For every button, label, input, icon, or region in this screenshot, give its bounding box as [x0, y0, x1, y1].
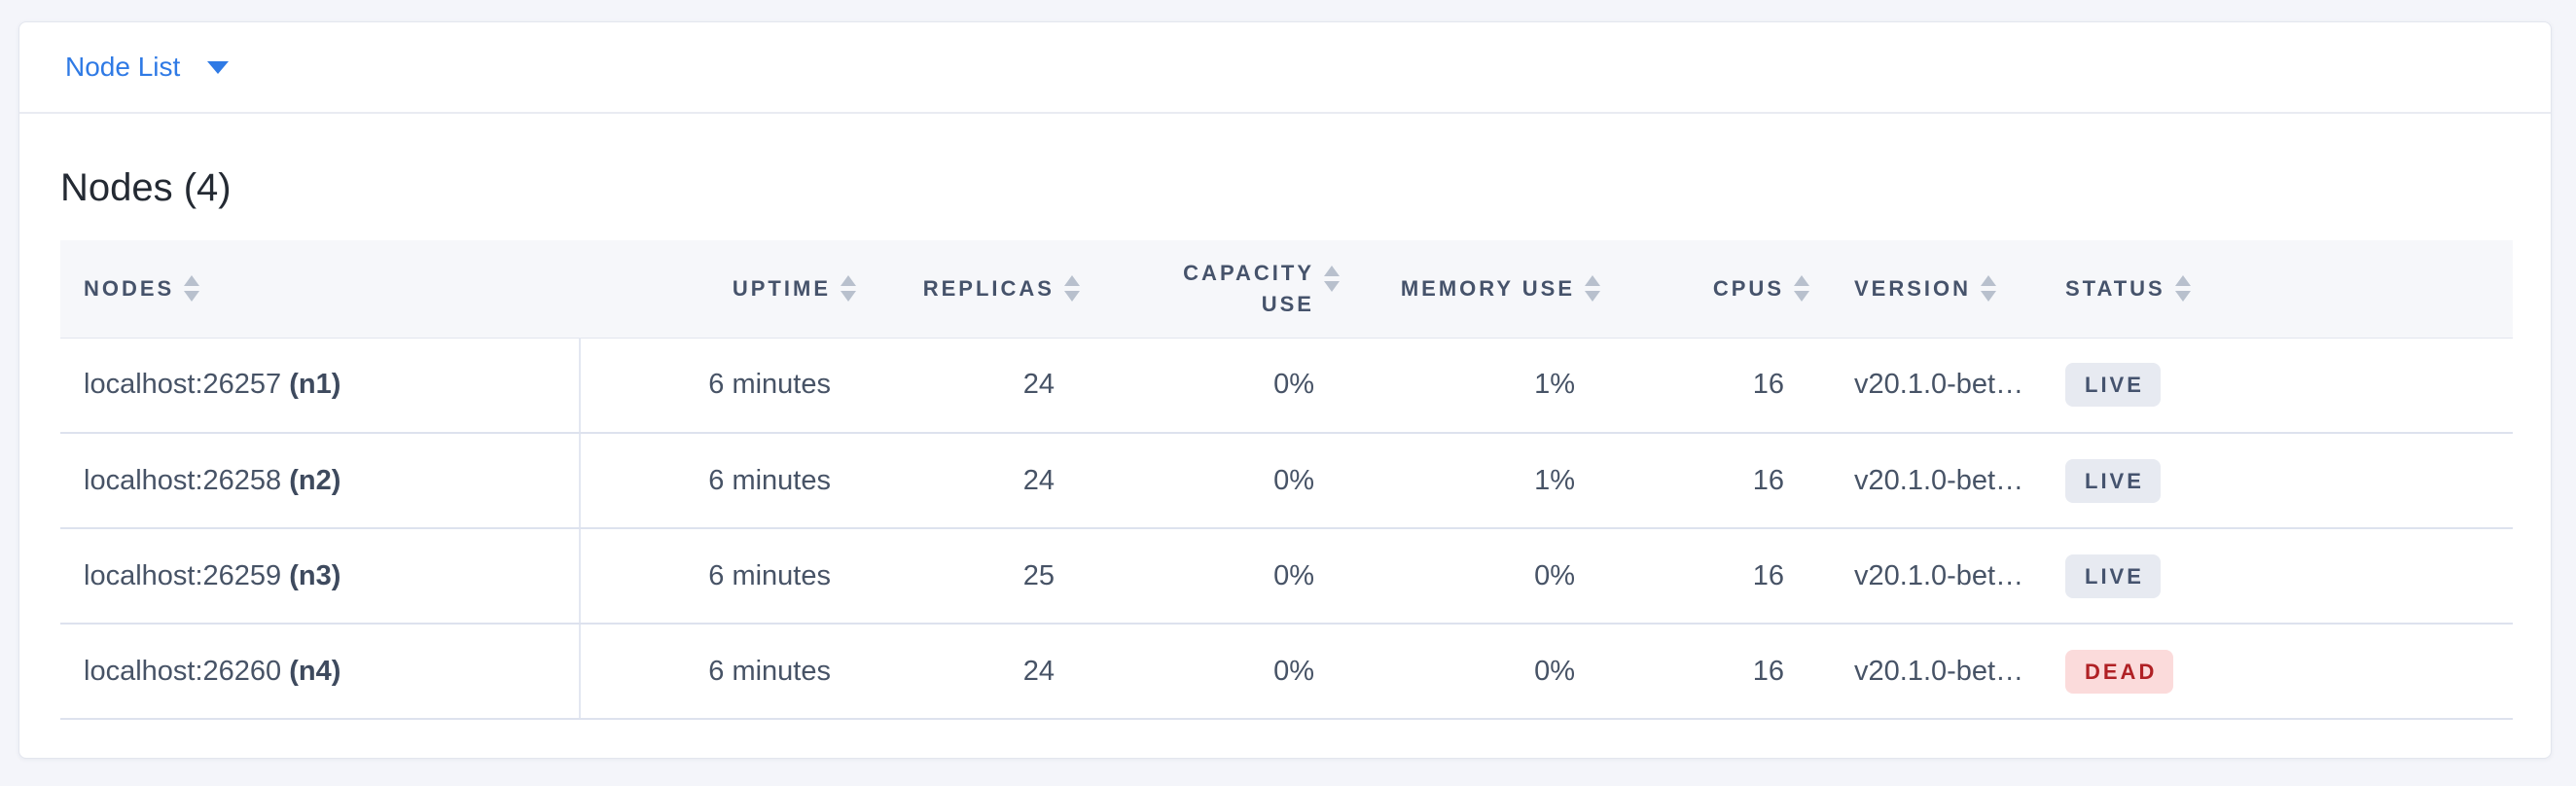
- column-header-capacity-use[interactable]: CAPACITY USE: [1097, 240, 1357, 339]
- status-badge: LIVE: [2065, 554, 2161, 598]
- page-title: Nodes (4): [60, 166, 232, 209]
- cpus-cell: 16: [1618, 338, 1827, 434]
- node-id: (n3): [289, 559, 341, 591]
- node-cell: localhost:26259 (n3): [60, 528, 581, 625]
- chevron-down-icon: [207, 60, 230, 74]
- table-row: localhost:26258 (n2) 6 minutes 24 0% 1% …: [60, 433, 2513, 529]
- status-badge: LIVE: [2065, 363, 2161, 408]
- sort-icon: [2174, 275, 2191, 303]
- capacity-use-cell: 0%: [1097, 433, 1357, 529]
- capacity-use-cell: 0%: [1097, 624, 1357, 720]
- view-selector-bar: Node List: [19, 22, 2551, 114]
- replicas-cell: 24: [874, 338, 1097, 434]
- replicas-cell: 25: [874, 528, 1097, 625]
- memory-use-cell: 0%: [1357, 528, 1618, 625]
- status-cell: LIVE: [2053, 433, 2513, 529]
- table-row: localhost:26257 (n1) 6 minutes 24 0% 1% …: [60, 338, 2513, 434]
- table-row: localhost:26260 (n4) 6 minutes 24 0% 0% …: [60, 624, 2513, 720]
- cpus-cell: 16: [1618, 624, 1827, 720]
- node-list-card: Node List Nodes (4) NODES UPTIME: [18, 21, 2552, 759]
- table-header-row: NODES UPTIME REPLICAS CAPACITY USE MEMOR…: [60, 240, 2513, 339]
- cpus-cell: 16: [1618, 528, 1827, 625]
- memory-use-cell: 0%: [1357, 624, 1618, 720]
- version-cell: v20.1.0-bet…: [1827, 433, 2053, 529]
- cpus-cell: 16: [1618, 433, 1827, 529]
- column-header-cpus[interactable]: CPUS: [1618, 240, 1827, 339]
- uptime-cell: 6 minutes: [580, 338, 874, 434]
- node-cell: localhost:26260 (n4): [60, 624, 581, 720]
- node-cell: localhost:26258 (n2): [60, 433, 581, 529]
- status-cell: LIVE: [2053, 528, 2513, 625]
- sort-icon: [1585, 275, 1600, 303]
- column-header-memory-use[interactable]: MEMORY USE: [1357, 240, 1618, 339]
- node-id: (n1): [289, 369, 341, 401]
- replicas-cell: 24: [874, 433, 1097, 529]
- status-cell: LIVE: [2053, 338, 2513, 434]
- column-header-replicas[interactable]: REPLICAS: [874, 240, 1097, 339]
- version-cell: v20.1.0-bet…: [1827, 338, 2053, 434]
- sort-icon: [1794, 275, 1809, 303]
- uptime-cell: 6 minutes: [580, 528, 874, 625]
- node-id: (n4): [289, 655, 341, 687]
- replicas-cell: 24: [874, 624, 1097, 720]
- column-header-version[interactable]: VERSION: [1827, 240, 2053, 339]
- status-cell: DEAD: [2053, 624, 2513, 720]
- node-cell: localhost:26257 (n1): [60, 338, 581, 434]
- column-header-status[interactable]: STATUS: [2053, 240, 2513, 339]
- uptime-cell: 6 minutes: [580, 624, 874, 720]
- table-row: localhost:26259 (n3) 6 minutes 25 0% 0% …: [60, 528, 2513, 625]
- node-list-dropdown[interactable]: Node List: [65, 52, 230, 82]
- sort-icon: [841, 275, 856, 303]
- uptime-cell: 6 minutes: [580, 433, 874, 529]
- nodes-table: NODES UPTIME REPLICAS CAPACITY USE MEMOR…: [60, 240, 2513, 720]
- column-header-nodes[interactable]: NODES: [60, 240, 580, 339]
- column-header-uptime[interactable]: UPTIME: [580, 240, 874, 339]
- node-id: (n2): [289, 464, 341, 496]
- memory-use-cell: 1%: [1357, 433, 1618, 529]
- capacity-use-cell: 0%: [1097, 528, 1357, 625]
- version-cell: v20.1.0-bet…: [1827, 528, 2053, 625]
- node-list-dropdown-label: Node List: [65, 52, 181, 82]
- sort-icon: [1324, 265, 1340, 292]
- sort-icon: [184, 275, 200, 303]
- status-badge: LIVE: [2065, 458, 2161, 503]
- sort-icon: [1064, 275, 1080, 303]
- sort-icon: [1981, 275, 1997, 303]
- nodes-section: Nodes (4) NODES UPTIME REPLICAS: [19, 114, 2551, 758]
- memory-use-cell: 1%: [1357, 338, 1618, 434]
- version-cell: v20.1.0-bet…: [1827, 624, 2053, 720]
- capacity-use-cell: 0%: [1097, 338, 1357, 434]
- status-badge: DEAD: [2065, 649, 2174, 694]
